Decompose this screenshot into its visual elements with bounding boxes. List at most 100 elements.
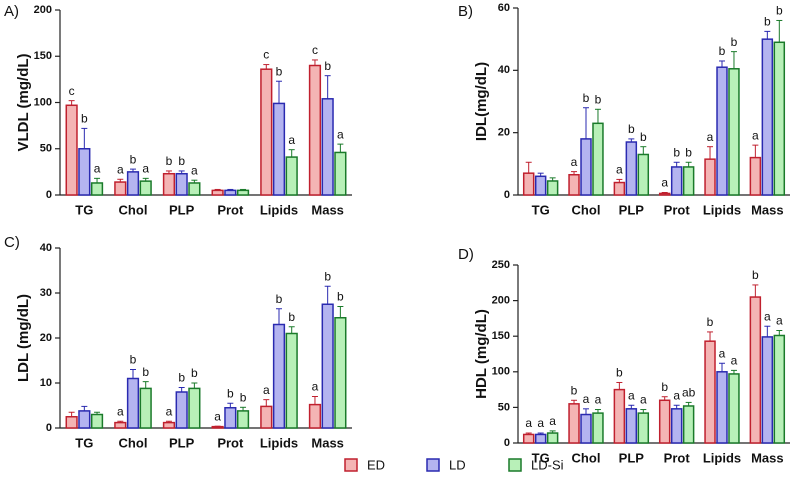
x-tick-label: TG (75, 202, 93, 217)
significance-letter: a (661, 176, 668, 190)
significance-letter: b (240, 390, 247, 404)
bar (175, 391, 188, 429)
y-tick-label: 0 (46, 422, 52, 434)
significance-letter: a (583, 392, 590, 406)
significance-letter: a (731, 354, 738, 368)
significance-letter: b (276, 64, 283, 78)
bar (175, 172, 188, 196)
bar (580, 138, 592, 196)
bar (522, 172, 535, 196)
y-tick-label: 50 (40, 143, 52, 155)
y-tick-label: 0 (504, 189, 510, 201)
significance-letter: b (227, 386, 234, 400)
significance-letter: a (337, 127, 344, 141)
bar (90, 413, 104, 429)
significance-letter: a (312, 380, 319, 394)
bar (658, 399, 671, 444)
significance-letter: b (166, 154, 173, 168)
significance-letter: a (719, 346, 726, 360)
bar (749, 156, 762, 196)
bar (670, 166, 683, 196)
significance-letter: b (673, 145, 680, 159)
y-axis-label: VLDL (mg/dL) (15, 53, 32, 151)
bar (568, 173, 580, 196)
x-tick-label: TG (532, 202, 550, 217)
significance-letter: b (191, 366, 198, 380)
significance-letter: b (707, 315, 714, 329)
significance-letter: ab (682, 386, 696, 400)
bar (114, 181, 127, 196)
legend-label: LD-Si (531, 457, 564, 472)
bar (682, 166, 695, 196)
bar (308, 64, 322, 196)
bar (613, 388, 626, 444)
significance-letter: c (312, 43, 318, 57)
bar (211, 189, 224, 196)
x-tick-label: Mass (311, 435, 344, 450)
significance-letter: a (616, 163, 623, 177)
y-tick-label: 60 (498, 2, 510, 14)
bar (761, 336, 774, 444)
legend-swatch (426, 458, 440, 472)
y-tick-label: 0 (46, 189, 52, 201)
x-tick-label: Mass (751, 202, 784, 217)
bar (592, 412, 604, 444)
significance-letter: b (288, 310, 295, 324)
x-tick-label: Chol (572, 450, 601, 465)
x-tick-label: Lipids (703, 450, 741, 465)
significance-letter: a (595, 393, 602, 407)
x-tick-label: Mass (311, 202, 344, 217)
x-tick-label: Chol (572, 202, 601, 217)
bar (522, 433, 535, 444)
x-tick-label: Lipids (260, 202, 298, 217)
bar (546, 432, 559, 444)
bar (126, 377, 140, 429)
x-tick-label: Chol (119, 435, 148, 450)
panel-label: B) (458, 3, 473, 20)
bar (260, 68, 273, 196)
x-tick-label: TG (75, 435, 93, 450)
significance-letter: a (776, 314, 783, 328)
bar (546, 180, 559, 196)
significance-letter: b (571, 383, 578, 397)
significance-letter: b (324, 59, 331, 73)
significance-letter: a (263, 383, 270, 397)
y-tick-label: 10 (40, 377, 52, 389)
bar (224, 189, 237, 196)
bar (534, 175, 547, 196)
x-tick-label: Lipids (260, 435, 298, 450)
y-axis-label: HDL (mg/dL) (473, 309, 490, 399)
significance-letter: b (130, 152, 137, 166)
y-tick-label: 200 (492, 295, 510, 307)
y-tick-label: 200 (34, 4, 52, 16)
bar (162, 421, 176, 429)
significance-letter: b (616, 366, 623, 380)
x-tick-label: Prot (664, 202, 691, 217)
bar (285, 156, 298, 196)
significance-letter: b (719, 44, 726, 58)
bar (625, 141, 638, 196)
y-tick-label: 30 (40, 287, 52, 299)
x-tick-label: Prot (664, 450, 691, 465)
significance-letter: a (525, 416, 532, 430)
significance-letter: a (707, 130, 714, 144)
y-tick-label: 150 (492, 330, 510, 342)
bar (749, 296, 762, 444)
significance-letter: a (142, 162, 149, 176)
y-tick-label: 50 (498, 401, 510, 413)
legend-swatch (508, 458, 522, 472)
significance-letter: b (178, 371, 185, 385)
significance-letter: b (81, 112, 88, 126)
bar (65, 416, 78, 429)
significance-letter: a (628, 388, 635, 402)
bar (211, 425, 224, 429)
significance-letter: a (288, 133, 295, 147)
y-axis-label: IDL(mg/dL) (473, 62, 490, 141)
bar (78, 410, 91, 429)
legend-label: LD (449, 457, 466, 472)
x-tick-label: Prot (217, 435, 244, 450)
bar (637, 412, 650, 444)
bar (139, 180, 152, 196)
significance-letter: b (142, 365, 149, 379)
significance-letter: a (117, 162, 124, 176)
